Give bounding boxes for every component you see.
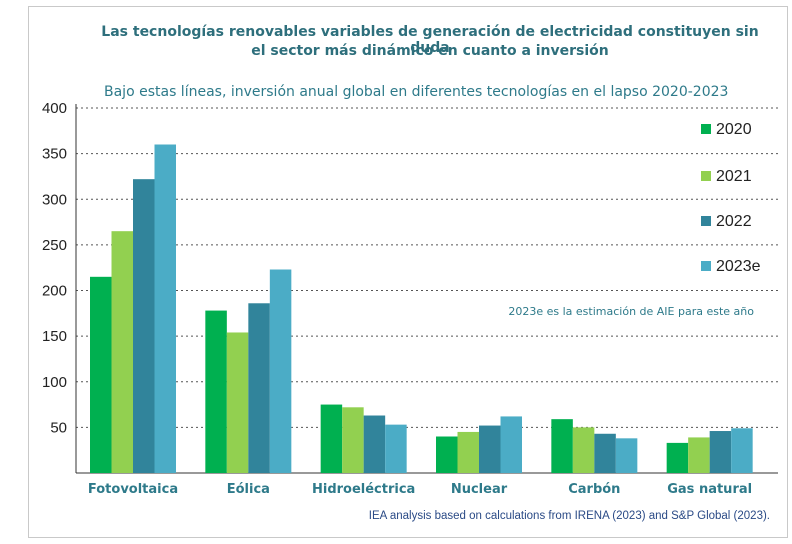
bar-2022-1 (248, 303, 270, 473)
category-label: Fotovoltaica (88, 482, 178, 497)
bar-2023e-2 (385, 424, 407, 473)
legend-label: 2020 (716, 121, 752, 138)
category-label: Hidroeléctrica (312, 482, 415, 497)
legend-label: 2021 (716, 168, 752, 185)
source-note: IEA analysis based on calculations from … (368, 510, 770, 522)
bar-2021-1 (226, 332, 249, 473)
chart-subtitle: Bajo estas líneas, inversión anual globa… (104, 84, 729, 100)
bar-2021-4 (572, 427, 595, 473)
y-tick-label: 400 (42, 100, 67, 117)
legend-swatch-2023e (701, 261, 711, 271)
chart-frame (28, 6, 788, 538)
bar-2020-0 (90, 276, 112, 473)
chart-title-line1: Las tecnologías renovables variables de … (101, 24, 759, 56)
bar-2021-5 (688, 437, 710, 473)
bar-2022-3 (479, 425, 501, 473)
bar-2020-2 (320, 404, 343, 473)
category-label: Eólica (227, 482, 270, 497)
bar-2020-4 (551, 419, 573, 473)
bar-2023e-3 (500, 416, 522, 473)
bar-2022-2 (363, 415, 386, 473)
category-label: Gas natural (667, 482, 752, 497)
bar-2020-3 (436, 436, 458, 473)
bar-2023e-1 (269, 269, 292, 473)
bar-2020-1 (205, 310, 227, 473)
legend-swatch-2020 (701, 124, 711, 134)
bar-2022-4 (594, 433, 616, 473)
legend-swatch-2022 (701, 216, 711, 226)
legend-swatch-2021 (701, 171, 711, 181)
bar-2021-0 (111, 231, 133, 473)
bar-2023e-5 (731, 428, 753, 473)
bar-2022-0 (133, 179, 155, 474)
bar-2020-5 (666, 442, 689, 473)
category-label: Nuclear (451, 482, 508, 497)
category-label: Carbón (568, 482, 620, 497)
y-tick-label: 100 (42, 374, 67, 391)
y-tick-label: 350 (42, 146, 67, 163)
bar-2023e-4 (615, 438, 638, 473)
legend-label: 2022 (716, 213, 752, 230)
y-tick-label: 150 (42, 328, 67, 345)
chart-title-line2: el sector más dinámico en cuanto a inver… (251, 43, 609, 59)
bar-2023e-0 (154, 144, 176, 473)
bar-2021-2 (342, 407, 364, 473)
y-tick-label: 200 (42, 283, 67, 300)
bar-2021-3 (457, 431, 479, 473)
y-tick-label: 300 (42, 191, 67, 208)
y-tick-label: 250 (42, 237, 67, 254)
legend-label: 2023e (716, 258, 761, 275)
y-tick-label: 50 (50, 419, 67, 436)
bar-2022-5 (709, 431, 732, 473)
annotation-note: 2023e es la estimación de AIE para este … (508, 305, 754, 318)
